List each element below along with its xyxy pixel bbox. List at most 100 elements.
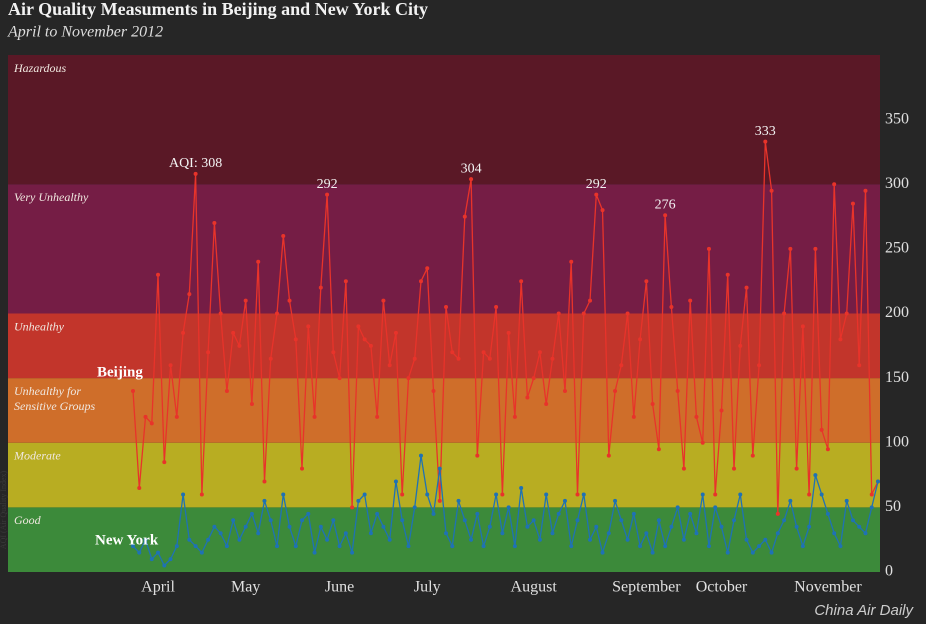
data-point (569, 544, 574, 549)
data-point (262, 479, 267, 484)
data-point (857, 363, 862, 368)
data-point (300, 466, 305, 471)
data-point (450, 544, 455, 549)
data-point (519, 485, 524, 490)
value-label: 304 (461, 161, 482, 176)
data-point (362, 492, 367, 497)
data-point (644, 531, 649, 536)
data-point (206, 350, 211, 355)
data-point (638, 337, 643, 342)
data-point (469, 177, 474, 182)
data-point (149, 557, 154, 562)
data-point (306, 324, 311, 329)
data-point (631, 414, 636, 419)
data-point (694, 531, 699, 536)
data-point (750, 453, 755, 458)
data-point (243, 524, 248, 529)
data-point (243, 298, 248, 303)
data-point (475, 511, 480, 516)
data-point (725, 272, 730, 277)
data-point (782, 518, 787, 523)
data-point (231, 518, 236, 523)
data-point (819, 492, 824, 497)
data-point (400, 518, 405, 523)
data-point (769, 188, 774, 193)
data-point (807, 524, 812, 529)
data-point (556, 311, 561, 316)
data-point (212, 524, 217, 529)
y-tick-label: 300 (885, 175, 909, 192)
data-point (625, 311, 630, 316)
data-point (287, 524, 292, 529)
data-point (156, 272, 161, 277)
data-point (193, 544, 198, 549)
data-point (168, 557, 173, 562)
data-point (224, 544, 229, 549)
data-point (857, 524, 862, 529)
data-point (206, 537, 211, 542)
y-axis-label: AQI (Air Quality Index) (0, 470, 8, 549)
y-tick-label: 150 (885, 369, 909, 386)
data-point (456, 498, 461, 503)
data-point (782, 311, 787, 316)
data-point (788, 246, 793, 251)
data-point (732, 466, 737, 471)
data-point (713, 505, 718, 510)
data-point (569, 259, 574, 264)
data-point (844, 311, 849, 316)
data-point (368, 531, 373, 536)
band-label: Unhealthy for Sensitive Groups (14, 384, 96, 413)
data-point (181, 492, 186, 497)
data-point (318, 524, 323, 529)
data-point (869, 492, 874, 497)
data-point (688, 511, 693, 516)
data-point (675, 505, 680, 510)
data-point (763, 537, 768, 542)
data-point (143, 414, 148, 419)
series-label: Beijing (97, 364, 143, 380)
data-point (375, 414, 380, 419)
data-point (506, 505, 511, 510)
data-point (537, 537, 542, 542)
data-point (500, 531, 505, 536)
data-point (268, 518, 273, 523)
data-point (199, 550, 204, 555)
data-point (719, 408, 724, 413)
band-label-line: Sensitive Groups (14, 399, 96, 413)
data-point (350, 550, 355, 555)
data-point (606, 453, 611, 458)
data-point (619, 363, 624, 368)
data-point (199, 492, 204, 497)
data-point (807, 492, 812, 497)
data-point (650, 401, 655, 406)
data-point (562, 389, 567, 394)
data-point (819, 427, 824, 432)
series-label: New York (95, 532, 159, 548)
data-point (325, 537, 330, 542)
x-tick-label: June (325, 579, 354, 596)
data-point (262, 498, 267, 503)
x-tick-label: May (231, 579, 260, 596)
data-point (863, 531, 868, 536)
data-point (813, 473, 818, 478)
data-point (750, 550, 755, 555)
data-point (256, 259, 261, 264)
data-point (393, 479, 398, 484)
data-point (644, 279, 649, 284)
data-point (462, 214, 467, 219)
data-point (594, 524, 599, 529)
data-point (738, 492, 743, 497)
data-point (193, 171, 198, 176)
data-point (418, 279, 423, 284)
data-point (832, 182, 837, 187)
data-point (700, 440, 705, 445)
aqi-band (8, 184, 880, 314)
data-point (293, 337, 298, 342)
data-point (775, 531, 780, 536)
data-point (418, 453, 423, 458)
data-point (337, 376, 342, 381)
data-point (412, 505, 417, 510)
data-point (325, 192, 330, 197)
data-point (337, 544, 342, 549)
